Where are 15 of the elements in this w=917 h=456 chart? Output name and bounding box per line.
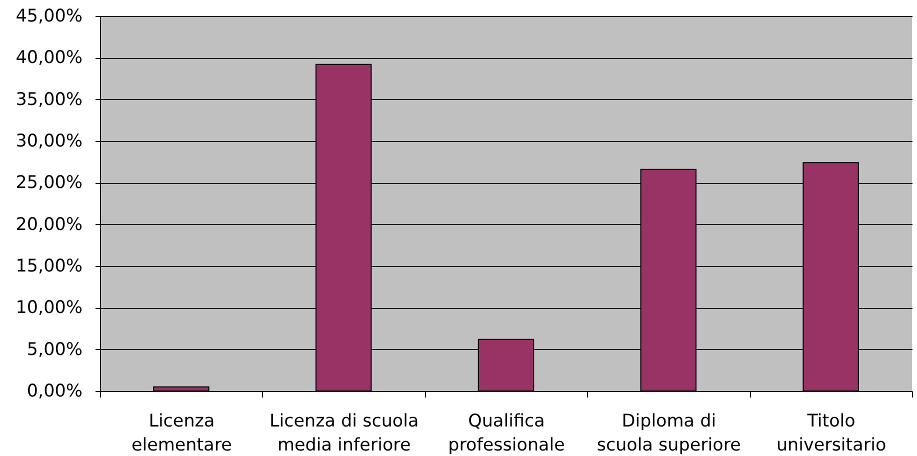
y-tick-label: 35,00% <box>16 90 82 110</box>
y-tick-label: 25,00% <box>16 173 82 194</box>
x-tick-label: Licenza elementare <box>131 412 232 456</box>
y-tick-label: 15,00% <box>16 256 82 276</box>
y-tick-label: 0,00% <box>26 382 82 402</box>
y-tick-label: 5,00% <box>26 340 82 360</box>
x-tick-label: Diploma di scuola superiore <box>596 412 741 456</box>
x-tick-label: Titolo universitario <box>776 412 886 456</box>
y-tick-label: 45,00% <box>16 6 82 26</box>
x-tick-label: Licenza di scuola media inferiore <box>269 412 419 456</box>
y-tick-label: 20,00% <box>16 214 82 235</box>
y-tick-label: 30,00% <box>16 132 82 152</box>
y-tick-label: 10,00% <box>16 298 82 318</box>
x-tick-label: Qualifica professionale <box>448 412 565 456</box>
y-tick-label: 40,00% <box>16 48 82 68</box>
